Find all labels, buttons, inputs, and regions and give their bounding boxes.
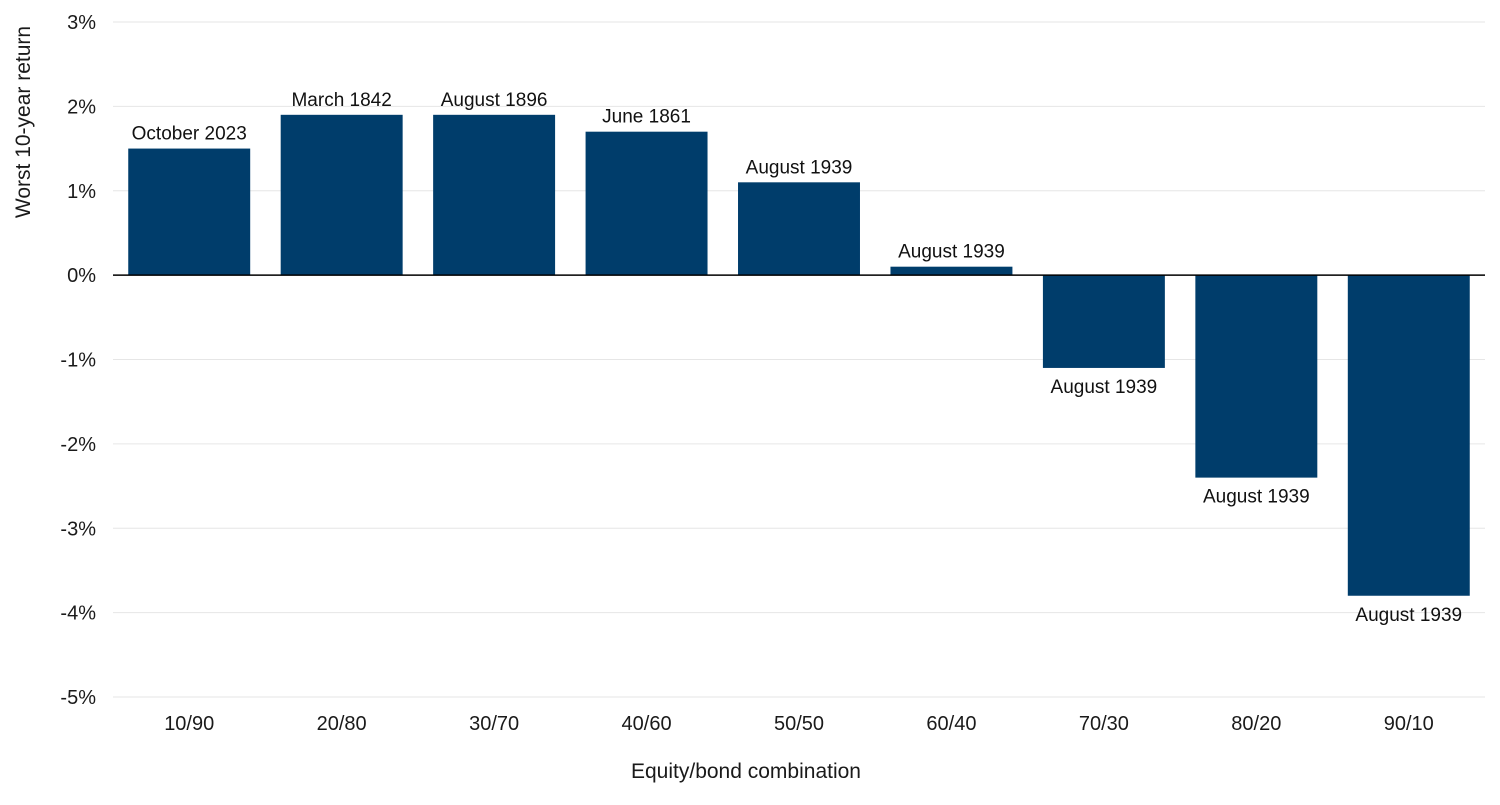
x-axis-title: Equity/bond combination	[631, 760, 861, 783]
bar	[585, 131, 708, 276]
bar-data-label: August 1939	[898, 242, 1005, 263]
y-tick-label: 2%	[67, 96, 96, 118]
bar-data-label: June 1861	[602, 107, 691, 128]
bars	[128, 114, 1470, 596]
bar	[738, 182, 860, 276]
x-tick-label: 30/70	[469, 713, 519, 735]
bar-data-label: August 1896	[441, 90, 548, 111]
bar-data-label: August 1939	[1051, 377, 1158, 398]
bar	[433, 114, 556, 276]
x-tick-label: 70/30	[1079, 713, 1129, 735]
y-axis-ticks: 3% 2% 1% 0% -1% -2% -3% -4% -5%	[60, 12, 96, 709]
bar	[128, 148, 251, 276]
bar-data-labels: October 2023 March 1842 August 1896 June 18…	[132, 90, 1462, 626]
y-axis-title: Worst 10-year return	[12, 26, 35, 218]
y-tick-label: -2%	[60, 434, 96, 456]
y-tick-label: -5%	[60, 687, 96, 709]
x-tick-label: 40/60	[622, 713, 672, 735]
y-tick-label: -1%	[60, 350, 96, 372]
x-axis-ticks: 10/90 20/80 30/70 40/60 50/50 60/40 70/30 80/20…	[164, 713, 1434, 735]
x-tick-label: 20/80	[317, 713, 367, 735]
bar	[1195, 275, 1318, 478]
x-tick-label: 90/10	[1384, 713, 1434, 735]
y-tick-label: 3%	[67, 12, 96, 34]
x-tick-label: 50/50	[774, 713, 824, 735]
bar	[1347, 275, 1470, 596]
x-tick-label: 10/90	[164, 713, 214, 735]
bar-data-label: March 1842	[291, 90, 391, 111]
y-tick-label: -4%	[60, 603, 96, 625]
y-tick-label: -3%	[60, 518, 96, 540]
bar-data-label: October 2023	[132, 124, 247, 145]
y-tick-label: 1%	[67, 181, 96, 203]
bar	[280, 114, 403, 276]
x-tick-label: 60/40	[926, 713, 976, 735]
bar-data-label: August 1939	[1203, 487, 1310, 508]
bar-data-label: August 1939	[746, 157, 853, 178]
x-tick-label: 80/20	[1231, 713, 1281, 735]
bar-data-label: August 1939	[1355, 605, 1462, 626]
y-tick-label: 0%	[67, 265, 96, 287]
bar	[890, 266, 1013, 276]
bar	[1042, 275, 1165, 368]
